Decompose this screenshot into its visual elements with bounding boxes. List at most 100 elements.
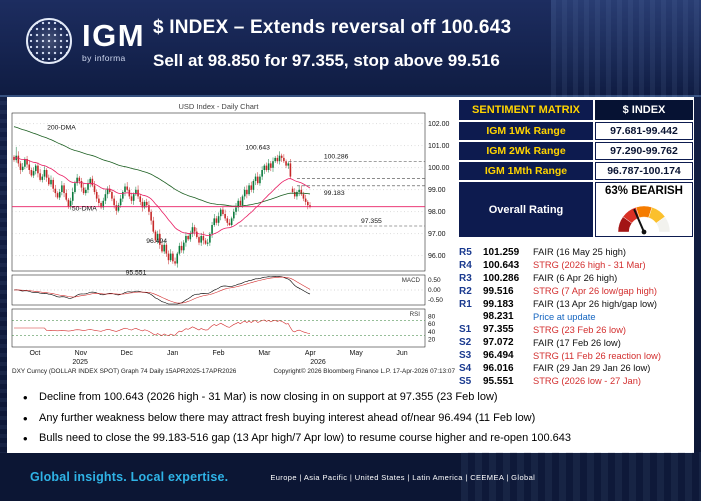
- level-value: 95.551: [483, 375, 514, 387]
- svg-text:MACD: MACD: [402, 277, 421, 284]
- svg-text:2025: 2025: [72, 359, 88, 366]
- igm-logo: IGM by informa: [26, 18, 145, 64]
- level-row: R3 100.286 FAIR (6 Apr 26 high): [459, 272, 693, 285]
- svg-text:USD Index - Daily Chart: USD Index - Daily Chart: [178, 102, 259, 111]
- svg-text:Mar: Mar: [258, 350, 271, 357]
- svg-text:97.355: 97.355: [361, 218, 382, 225]
- svg-text:100.00: 100.00: [428, 165, 450, 172]
- level-row: S4 96.016 FAIR (29 Jan 29 Jan 26 low): [459, 362, 693, 375]
- logo-text: IGM by informa: [82, 20, 145, 63]
- level-value: 96.016: [483, 362, 514, 374]
- svg-text:20: 20: [428, 336, 436, 343]
- svg-text:200-DMA: 200-DMA: [47, 124, 76, 131]
- report-titles: $ INDEX – Extends reversal off 100.643 S…: [153, 17, 511, 71]
- chart-caption-left: DXY Curncy (DOLLAR INDEX SPOT) Graph 74 …: [12, 368, 237, 375]
- logo-brand: IGM: [82, 17, 146, 53]
- level-value: 97.072: [483, 337, 514, 349]
- level-value: 96.494: [483, 350, 514, 362]
- sentiment-instrument: $ INDEX: [595, 100, 693, 120]
- level-row: S3 96.494 STRG (11 Feb 26 reaction low): [459, 349, 693, 362]
- svg-text:100.643: 100.643: [245, 145, 270, 152]
- svg-text:-0.50: -0.50: [428, 297, 443, 304]
- sentiment-gauge-icon: [617, 205, 671, 235]
- svg-text:50-DMA: 50-DMA: [72, 206, 97, 213]
- report-header: IGM by informa $ INDEX – Extends reversa…: [0, 0, 701, 97]
- level-value: 100.643: [483, 259, 520, 271]
- overall-rating-label: Overall Rating: [459, 182, 593, 237]
- report-body: USD Index - Daily Chart 102.00 101.00 100.0…: [7, 97, 694, 454]
- level-note: STRG (7 Apr 26 low/gap high): [533, 286, 658, 297]
- range-1wk-label: IGM 1Wk Range: [459, 122, 593, 140]
- svg-text:Nov: Nov: [75, 350, 88, 357]
- footer-tagline: Global insights. Local expertise.: [30, 470, 229, 484]
- svg-text:80: 80: [428, 314, 436, 321]
- level-row: R5 101.259 FAIR (16 May 25 high): [459, 246, 693, 259]
- globe-icon: [26, 18, 72, 64]
- summary-bullet: Decline from 100.643 (2026 high - 31 Mar…: [23, 390, 683, 405]
- report-footer: Global insights. Local expertise. Europe…: [0, 452, 701, 501]
- level-value: 98.231: [483, 311, 514, 323]
- level-note: FAIR (17 Feb 26 low): [533, 337, 621, 348]
- level-note: STRG (2026 low - 27 Jan): [533, 376, 641, 387]
- chart-caption-right: Copyright© 2026 Bloomberg Finance L.P. 1…: [273, 368, 455, 375]
- level-value: 99.516: [483, 285, 514, 297]
- level-note: FAIR (13 Apr 26 high/gap low): [533, 299, 658, 309]
- svg-text:96.00: 96.00: [428, 253, 446, 260]
- decor-header-buildings: [551, 0, 701, 97]
- report-subtitle: Sell at 98.850 for 97.355, stop above 99…: [153, 51, 500, 70]
- report-title: $ INDEX – Extends reversal off 100.643: [153, 17, 512, 38]
- summary-bullets: Decline from 100.643 (2026 high - 31 Mar…: [23, 390, 683, 453]
- right-panel: SENTIMENT MATRIX $ INDEX IGM 1Wk Range 9…: [459, 100, 693, 388]
- level-tag: S1: [459, 324, 472, 336]
- level-row: 98.231 Price at update: [459, 310, 693, 323]
- level-note: STRG (23 Feb 26 low): [533, 324, 627, 335]
- sentiment-matrix: SENTIMENT MATRIX $ INDEX IGM 1Wk Range 9…: [459, 100, 693, 237]
- candlestick-chart: USD Index - Daily Chart 102.00 101.00 100.0…: [11, 102, 450, 366]
- svg-text:0.50: 0.50: [428, 277, 441, 284]
- svg-text:Dec: Dec: [120, 350, 133, 357]
- level-note: STRG (11 Feb 26 reaction low): [533, 350, 661, 361]
- level-tag: R5: [459, 246, 472, 258]
- sentiment-matrix-title: SENTIMENT MATRIX: [459, 100, 593, 120]
- range-1mth-label: IGM 1Mth Range: [459, 162, 593, 180]
- svg-text:99.183: 99.183: [324, 190, 345, 197]
- level-row: S5 95.551 STRG (2026 low - 27 Jan): [459, 375, 693, 388]
- svg-text:102.00: 102.00: [428, 121, 450, 128]
- level-row: R2 99.516 STRG (7 Apr 26 low/gap high): [459, 285, 693, 298]
- svg-text:97.00: 97.00: [428, 231, 446, 238]
- svg-text:99.00: 99.00: [428, 187, 446, 194]
- svg-text:Jan: Jan: [167, 350, 178, 357]
- svg-text:0.00: 0.00: [428, 287, 441, 294]
- summary-bullet: Bulls need to close the 99.183-516 gap (…: [23, 431, 683, 446]
- level-note: FAIR (16 May 25 high): [533, 247, 627, 258]
- level-row: R4 100.643 STRG (2026 high - 31 Mar): [459, 259, 693, 272]
- svg-text:101.00: 101.00: [428, 143, 450, 150]
- svg-text:Oct: Oct: [29, 350, 40, 357]
- chart-caption: DXY Curncy (DOLLAR INDEX SPOT) Graph 74 …: [9, 367, 458, 375]
- svg-text:95.551: 95.551: [126, 270, 147, 277]
- level-value: 100.286: [483, 272, 520, 284]
- level-row: R1 99.183 FAIR (13 Apr 26 high/gap low): [459, 298, 693, 311]
- level-tag: R1: [459, 298, 472, 310]
- price-chart: USD Index - Daily Chart 102.00 101.00 100.0…: [9, 99, 458, 387]
- level-tag: R4: [459, 259, 472, 271]
- level-value: 97.355: [483, 324, 514, 336]
- svg-text:100.286: 100.286: [324, 154, 349, 161]
- svg-text:98.00: 98.00: [428, 209, 446, 216]
- svg-text:Feb: Feb: [212, 350, 224, 357]
- level-value: 101.259: [483, 246, 520, 258]
- summary-bullet: Any further weakness below there may att…: [23, 411, 683, 426]
- support-resistance-table: R5 101.259 FAIR (16 May 25 high) R4 100.643 S…: [459, 246, 693, 388]
- footer-regions: Europe | Asia Pacific | United States | …: [270, 472, 536, 482]
- level-note: FAIR (6 Apr 26 high): [533, 273, 618, 284]
- level-note: STRG (2026 high - 31 Mar): [533, 260, 646, 271]
- level-row: S2 97.072 FAIR (17 Feb 26 low): [459, 336, 693, 349]
- overall-rating-cell: 63% BEARISH: [595, 182, 693, 237]
- svg-text:2026: 2026: [310, 359, 326, 366]
- level-tag: S2: [459, 337, 472, 349]
- logo-byline: by informa: [82, 52, 126, 63]
- svg-text:60: 60: [428, 321, 436, 328]
- level-value: 99.183: [483, 298, 514, 310]
- range-1mth-value: 96.787-100.174: [595, 162, 693, 180]
